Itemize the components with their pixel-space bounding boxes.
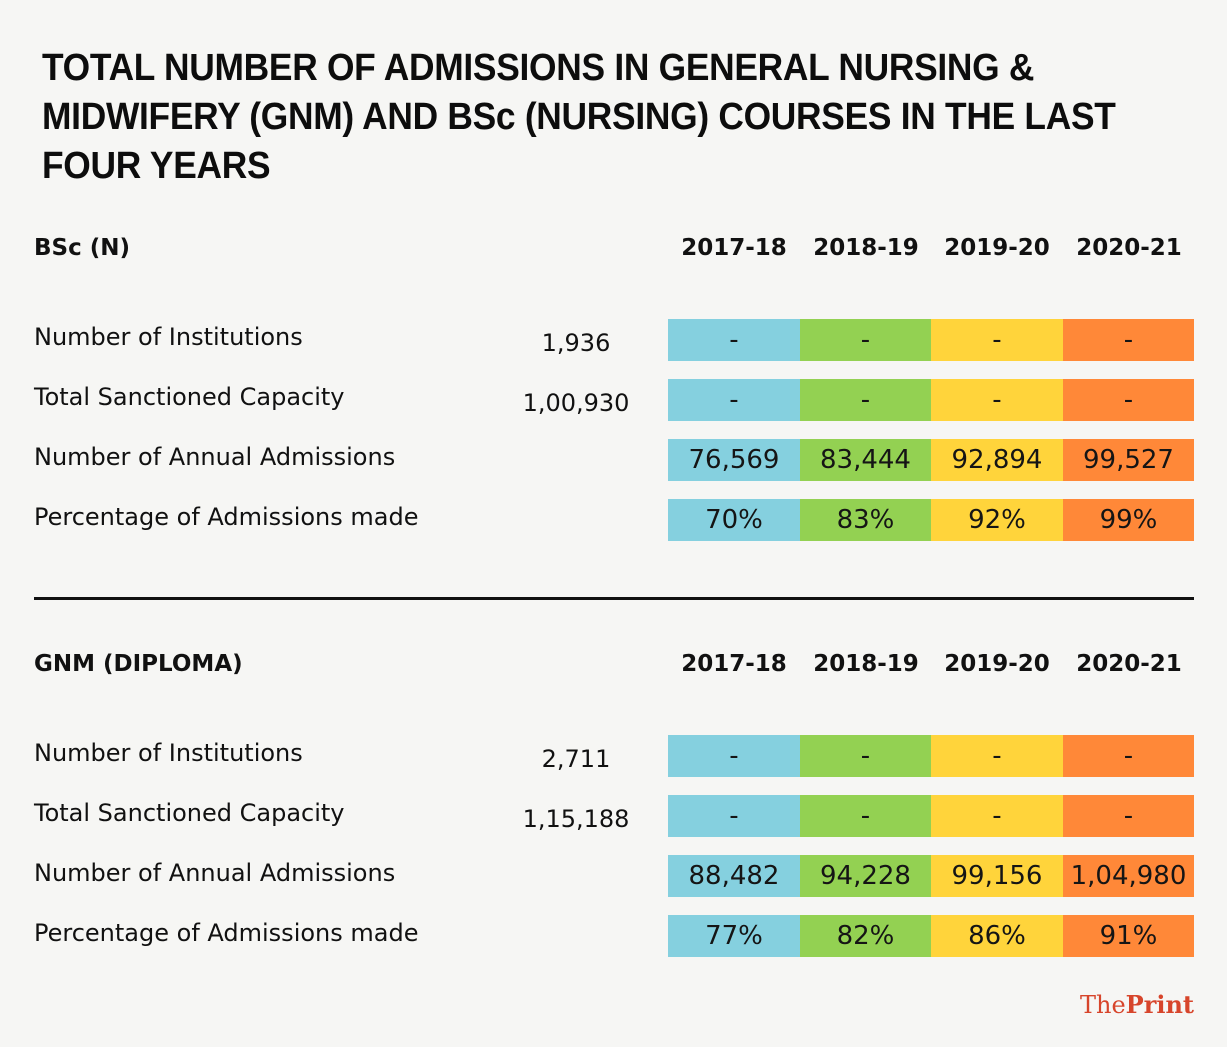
- data-cell: -: [800, 319, 931, 361]
- row-total-value: 1,15,188: [522, 805, 630, 833]
- data-cell: -: [1063, 795, 1194, 837]
- data-cell: -: [1063, 379, 1194, 421]
- data-cell: -: [931, 795, 1063, 837]
- year-header: 2018-19: [813, 235, 919, 261]
- section-heading: BSc (N): [34, 235, 131, 261]
- data-cell: 99,527: [1063, 439, 1194, 481]
- data-cell: 92,894: [931, 439, 1063, 481]
- data-cell: -: [1063, 319, 1194, 361]
- data-cell: -: [668, 735, 800, 777]
- row-label: Number of Institutions: [34, 323, 303, 351]
- year-header: 2019-20: [944, 651, 1050, 677]
- chart-title: TOTAL NUMBER OF ADMISSIONS IN GENERAL NU…: [42, 47, 1116, 187]
- row-total-value: 1,00,930: [522, 389, 630, 417]
- data-cell: 94,228: [800, 855, 931, 897]
- data-cell: 86%: [931, 915, 1063, 957]
- row-label: Number of Annual Admissions: [34, 443, 396, 471]
- data-cell: -: [800, 735, 931, 777]
- row-label: Number of Institutions: [34, 739, 303, 767]
- data-cell: 82%: [800, 915, 931, 957]
- year-header: 2018-19: [813, 651, 919, 677]
- data-cell: -: [668, 795, 800, 837]
- theprint-logo: ThePrint: [1080, 990, 1194, 1019]
- logo-the: The: [1080, 991, 1126, 1019]
- data-cell: -: [931, 735, 1063, 777]
- data-cell: 88,482: [668, 855, 800, 897]
- data-cell: 70%: [668, 499, 800, 541]
- section-divider: [34, 597, 1194, 600]
- data-cell: -: [1063, 735, 1194, 777]
- row-total-value: 2,711: [541, 745, 611, 773]
- data-cell: -: [668, 379, 800, 421]
- data-cell: 77%: [668, 915, 800, 957]
- year-header: 2017-18: [681, 651, 787, 677]
- row-label: Total Sanctioned Capacity: [34, 799, 345, 827]
- data-cell: 92%: [931, 499, 1063, 541]
- row-label: Percentage of Admissions made: [34, 503, 419, 531]
- row-label: Total Sanctioned Capacity: [34, 383, 345, 411]
- data-cell: -: [800, 795, 931, 837]
- section-heading: GNM (DIPLOMA): [34, 651, 243, 677]
- data-cell: 83,444: [800, 439, 931, 481]
- row-label: Number of Annual Admissions: [34, 859, 396, 887]
- data-cell: 83%: [800, 499, 931, 541]
- year-header: 2019-20: [944, 235, 1050, 261]
- data-cell: -: [931, 319, 1063, 361]
- data-cell: 91%: [1063, 915, 1194, 957]
- year-header: 2020-21: [1076, 651, 1182, 677]
- year-header: 2017-18: [681, 235, 787, 261]
- data-cell: 99,156: [931, 855, 1063, 897]
- year-header: 2020-21: [1076, 235, 1182, 261]
- data-cell: -: [668, 319, 800, 361]
- data-cell: 1,04,980: [1063, 855, 1194, 897]
- row-label: Percentage of Admissions made: [34, 919, 419, 947]
- data-cell: -: [931, 379, 1063, 421]
- data-cell: 76,569: [668, 439, 800, 481]
- logo-print: Print: [1125, 990, 1195, 1019]
- data-cell: -: [800, 379, 931, 421]
- row-total-value: 1,936: [541, 329, 611, 357]
- data-cell: 99%: [1063, 499, 1194, 541]
